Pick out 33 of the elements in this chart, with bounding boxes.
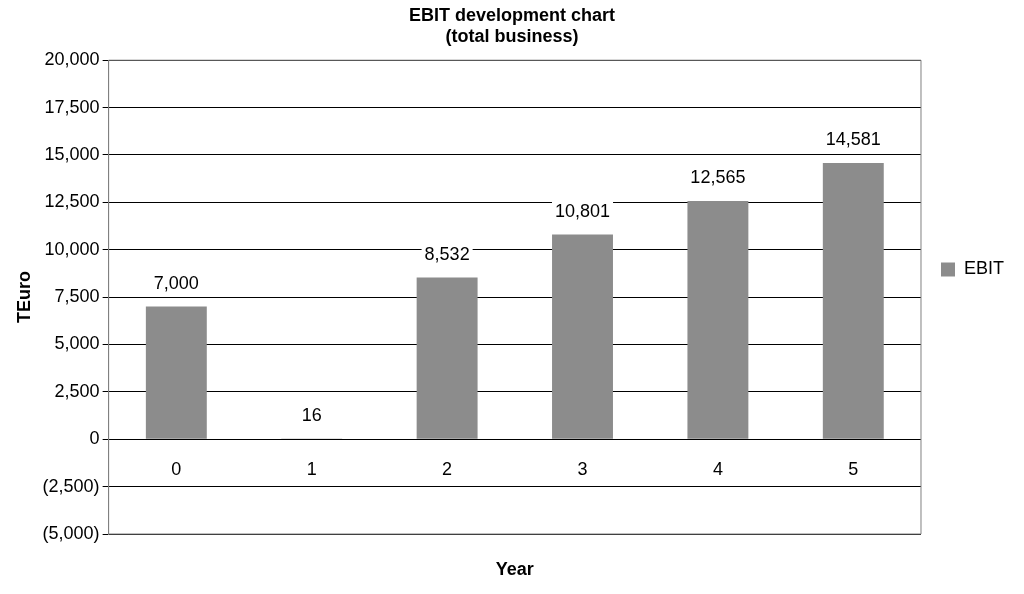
y-tick-label: 10,000	[44, 238, 100, 259]
bar	[552, 234, 613, 439]
y-tick-label: 5,000	[54, 333, 100, 354]
x-tick-label: 4	[712, 459, 723, 480]
y-tick-label: 15,000	[44, 143, 100, 164]
x-tick-label: 2	[442, 459, 453, 480]
data-label: 7,000	[153, 272, 199, 293]
text: (total business)	[445, 26, 579, 47]
bar	[145, 306, 207, 439]
y-tick-label: 12,500	[44, 191, 100, 212]
text: EBIT development chart	[408, 4, 616, 25]
y-tick-label: 17,500	[44, 96, 100, 117]
y-tick-label: 20,000	[44, 49, 100, 70]
x-tick-label: 1	[306, 459, 317, 480]
data-label: 16	[301, 404, 322, 425]
x-tick-label: 3	[577, 459, 588, 480]
y-axis-title: TEuro	[13, 271, 34, 324]
y-tick-label: (5,000)	[42, 522, 100, 543]
bar	[822, 162, 884, 439]
data-label: 12,565	[690, 167, 746, 188]
y-tick-label: 0	[89, 428, 100, 449]
x-axis-title: Year	[495, 558, 534, 579]
x-tick-label: 0	[171, 459, 182, 480]
bar	[687, 201, 749, 439]
legend-label: EBIT	[963, 258, 1005, 279]
bar	[416, 277, 478, 439]
data-label: 10,801	[554, 200, 611, 221]
x-tick-label: 5	[848, 459, 859, 480]
y-tick-label: (2,500)	[42, 475, 100, 496]
y-tick-label: 2,500	[54, 380, 100, 401]
y-tick-label: 7,500	[54, 286, 100, 307]
data-label: 14,581	[825, 128, 881, 149]
data-label: 8,532	[424, 243, 470, 264]
